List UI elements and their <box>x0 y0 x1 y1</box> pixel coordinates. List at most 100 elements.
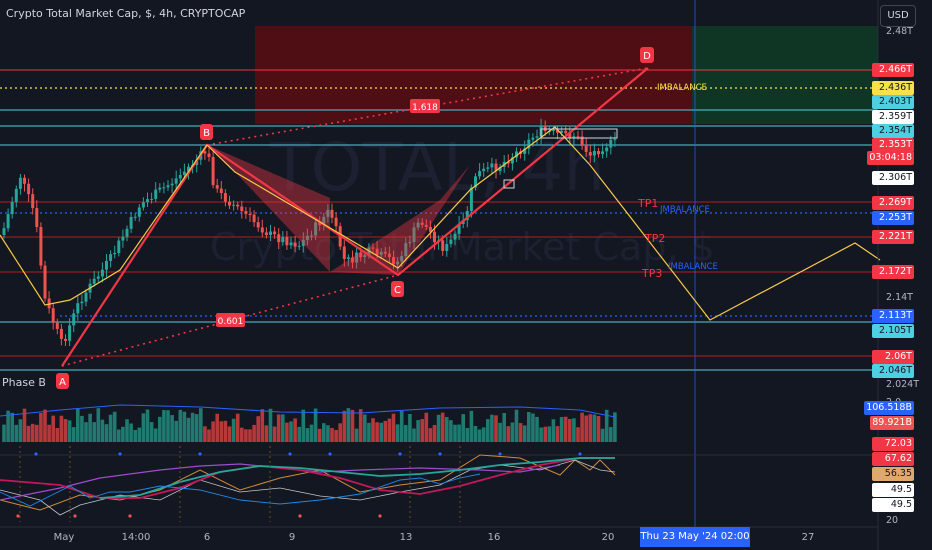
price-tag-2353: 2.353T <box>872 138 914 152</box>
volume-bar <box>244 429 248 442</box>
volume-bar <box>383 420 388 442</box>
candle-body <box>494 163 498 172</box>
candle-body <box>605 147 609 152</box>
candle-body <box>55 322 59 329</box>
volume-bar <box>67 420 72 442</box>
volume-bar <box>80 415 84 442</box>
volume-bar <box>358 409 363 442</box>
volume-bar <box>51 415 55 442</box>
volume-bar <box>518 423 523 442</box>
candle-body <box>478 171 482 177</box>
volume-bar <box>317 428 322 442</box>
volume-bar <box>551 419 556 442</box>
candle-body <box>285 237 289 246</box>
candle-body <box>322 216 326 226</box>
volume-bar <box>71 427 76 442</box>
candle-body <box>166 185 170 188</box>
candle-body <box>326 209 330 217</box>
volume-bar <box>125 419 129 442</box>
candle-body <box>359 252 363 258</box>
osc-line-white <box>0 459 616 516</box>
volume-bar <box>223 420 228 442</box>
candle-body <box>387 253 391 258</box>
volume-bar <box>10 412 14 442</box>
osc-dot-blue <box>438 452 442 456</box>
candle-body <box>133 216 137 218</box>
imbalance-label-low: IMBALANCE <box>668 262 718 272</box>
volume-bar <box>227 426 232 442</box>
candle-body <box>469 187 473 211</box>
currency-button[interactable]: USD <box>880 5 916 27</box>
tp3-label: TP3 <box>641 267 662 280</box>
volume-bar <box>96 408 101 442</box>
volume-bar <box>338 423 342 442</box>
osc-label-20: 20 <box>886 515 899 526</box>
volume-bar <box>469 410 474 442</box>
candle-body <box>223 193 227 202</box>
osc-line-magenta <box>0 457 615 499</box>
volume-bar <box>473 425 478 442</box>
candle-body <box>416 222 420 228</box>
candle-body <box>80 301 84 304</box>
volume-bar <box>63 419 68 442</box>
candle-body <box>584 145 588 153</box>
candle-body <box>383 251 387 254</box>
watermark-name: Crypto Total Market Cap, $ <box>210 225 715 269</box>
candle-body <box>170 183 174 186</box>
volume-bar <box>174 420 178 442</box>
price-tag-2172: 2.172T <box>872 265 914 279</box>
time-label-may: May <box>53 532 75 543</box>
candle-body <box>453 233 457 240</box>
candle-body <box>277 234 281 243</box>
candle-body <box>564 130 568 134</box>
osc-dot-red <box>16 514 20 518</box>
volume-tag-1: 106.518B <box>864 401 914 415</box>
price-tag-2269: 2.269T <box>872 196 914 210</box>
osc-dot-red <box>298 514 302 518</box>
candle-body <box>424 224 428 227</box>
demand-zone <box>692 26 878 124</box>
candle-body <box>27 183 31 195</box>
candle-body <box>100 269 104 277</box>
volume-bar <box>30 423 35 442</box>
candle-body <box>609 139 613 148</box>
price-tag-2221: 2.221T <box>872 230 914 244</box>
volume-bar <box>461 414 465 442</box>
imbalance-label-top: IMBALANCE <box>657 83 707 93</box>
volume-bar <box>272 426 277 442</box>
candle-body <box>441 240 445 251</box>
volume-bar <box>387 418 392 442</box>
price-label-2024: 2.024T <box>886 379 919 390</box>
osc-dot-blue <box>118 452 122 456</box>
volume-bar <box>391 413 396 442</box>
volume-bar <box>350 409 355 442</box>
volume-bar <box>47 424 51 442</box>
time-label-13: 13 <box>399 532 413 543</box>
candle-body <box>240 206 244 212</box>
volume-bar <box>104 424 109 442</box>
volume-bar <box>371 418 375 442</box>
osc-dot-blue <box>578 452 582 456</box>
volume-bar <box>547 426 552 442</box>
candle-body <box>568 133 572 139</box>
volume-bar <box>219 421 224 442</box>
candle-body <box>47 298 51 309</box>
indicator-label[interactable]: Phase B <box>2 376 46 389</box>
candle-body <box>318 222 322 226</box>
volume-bar <box>572 418 576 442</box>
volume-bar <box>543 426 547 442</box>
price-tag-2403: 2.403T <box>872 95 914 109</box>
candle-body <box>412 227 416 243</box>
candle-body <box>293 242 297 247</box>
osc-dot-red <box>73 514 77 518</box>
price-tag-2113: 2.113T <box>872 309 914 323</box>
price-tag-2253: 2.253T <box>872 211 914 225</box>
crosshair-time-label: Thu 23 May '24 02:00 <box>640 527 750 547</box>
volume-bar <box>194 414 199 442</box>
candle-body <box>43 265 47 299</box>
volume-bar <box>367 422 371 442</box>
volume-bar <box>252 424 256 442</box>
volume-bar <box>231 418 236 442</box>
tp2-label: TP2 <box>644 232 665 245</box>
